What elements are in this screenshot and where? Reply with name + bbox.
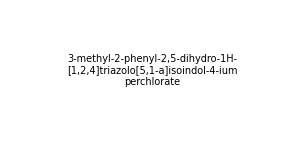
Text: 3-methyl-2-phenyl-2,5-dihydro-1H-
[1,2,4]triazolo[5,1-a]isoindol-4-ium
perchlora: 3-methyl-2-phenyl-2,5-dihydro-1H- [1,2,4… — [67, 54, 237, 87]
